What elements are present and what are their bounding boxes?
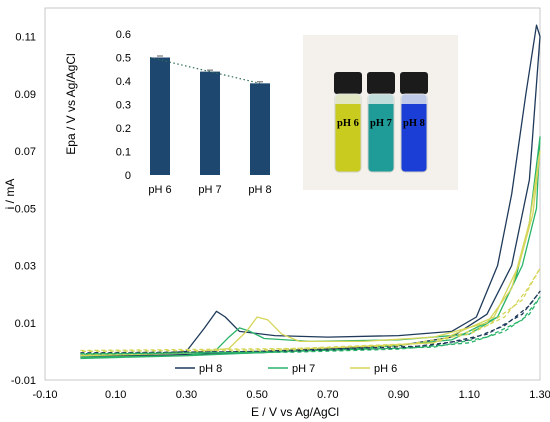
inset-bar bbox=[150, 57, 170, 175]
main-plot-frame bbox=[44, 7, 541, 381]
inset-bar bbox=[250, 83, 270, 175]
main-y-tick-label: 0.09 bbox=[15, 89, 36, 101]
legend-label-ph8: pH 8 bbox=[199, 363, 222, 375]
main-x-tick-label: 1.10 bbox=[459, 389, 480, 401]
cv-curve-ph6 bbox=[80, 150, 541, 357]
cv-curve-ph7-blank bbox=[80, 296, 541, 355]
inset-trendline bbox=[149, 56, 261, 84]
inset-x-tick-label: pH 8 bbox=[248, 184, 271, 196]
inset-y-tick-label: 0.6 bbox=[116, 29, 131, 41]
main-y-tick-label: 0.05 bbox=[15, 203, 36, 215]
inset-y-tick-label: 0.5 bbox=[116, 53, 131, 65]
vials-photo: pH 6 pH 7 pH 8 bbox=[303, 35, 458, 190]
inset-x-tick-labels: pH 6 pH 7 pH 8 bbox=[148, 184, 271, 196]
main-series-group bbox=[80, 24, 541, 360]
inset-y-tick-label: 0.2 bbox=[116, 123, 131, 135]
inset-y-tick-label: 0.4 bbox=[116, 76, 131, 88]
inset-bar-chart: 0 0.1 0.2 0.3 0.4 0.5 0.6 pH 6 pH 7 pH 8 Epa / V… bbox=[50, 14, 290, 204]
vials-group: pH 6 pH 7 pH 8 bbox=[334, 72, 428, 173]
main-x-tick-label: 0.90 bbox=[388, 389, 409, 401]
y-axis-label: i / mA bbox=[3, 179, 17, 210]
legend-label-ph6: pH 6 bbox=[374, 363, 397, 375]
main-y-tick-label: 0.03 bbox=[15, 261, 36, 273]
inset-x-tick-label: pH 7 bbox=[198, 184, 221, 196]
cv-curve-ph8 bbox=[80, 24, 541, 358]
main-x-tick-label: 0.70 bbox=[317, 389, 338, 401]
main-plot: -0.010.010.030.050.070.090.11 -0.10 0.10 0… bbox=[3, 7, 550, 419]
vial-liquid bbox=[400, 93, 428, 173]
inset-x-tick-label: pH 6 bbox=[148, 184, 171, 196]
main-y-tick-label: 0.11 bbox=[15, 32, 36, 44]
main-x-tick-label: -0.10 bbox=[32, 389, 57, 401]
vial-cap bbox=[400, 72, 428, 94]
main-x-tick-label: 0.10 bbox=[105, 389, 126, 401]
vial-neck bbox=[335, 94, 361, 104]
vial-neck bbox=[368, 94, 394, 104]
vial-label: pH 8 bbox=[403, 118, 425, 129]
vial-neck bbox=[401, 94, 427, 104]
main-x-tick-labels: -0.10 0.10 0.30 0.50 0.70 0.90 1.10 1.30 bbox=[32, 389, 550, 401]
inset-bar bbox=[200, 71, 220, 175]
cv-curve-ph8-blank bbox=[80, 290, 541, 355]
main-y-tick-label: -0.01 bbox=[11, 375, 36, 387]
main-x-tick-label: 0.30 bbox=[176, 389, 197, 401]
inset-y-axis-label: Epa / V vs Ag/AgCl bbox=[64, 53, 78, 154]
inset-y-tick-label: 0 bbox=[125, 170, 131, 182]
inset-y-tick-label: 0.1 bbox=[116, 147, 131, 159]
vial-label: pH 7 bbox=[370, 118, 392, 129]
main-x-tick-label: 1.30 bbox=[529, 389, 550, 401]
vial-liquid bbox=[334, 93, 362, 173]
inset-y-tick-labels: 0 0.1 0.2 0.3 0.4 0.5 0.6 bbox=[116, 29, 131, 182]
vial-cap bbox=[334, 72, 362, 94]
main-y-tick-label: 0.01 bbox=[15, 318, 36, 330]
vial-cap bbox=[367, 72, 395, 94]
inset-bars bbox=[149, 55, 270, 175]
inset-y-tick-label: 0.3 bbox=[116, 100, 131, 112]
cv-curve-ph6-blank bbox=[80, 267, 541, 353]
x-axis-label: E / V vs Ag/AgCl bbox=[251, 405, 339, 419]
vial-liquid bbox=[367, 93, 395, 173]
legend-label-ph7: pH 7 bbox=[292, 363, 315, 375]
main-y-tick-labels: -0.01 0.01 0.03 0.05 0.07 0.09 0.11 bbox=[11, 32, 36, 387]
main-x-tick-label: 0.50 bbox=[246, 389, 267, 401]
vial-label: pH 6 bbox=[337, 118, 359, 129]
main-legend: pH 8 pH 7 pH 6 bbox=[175, 363, 397, 375]
main-y-tick-label: 0.07 bbox=[15, 146, 36, 158]
